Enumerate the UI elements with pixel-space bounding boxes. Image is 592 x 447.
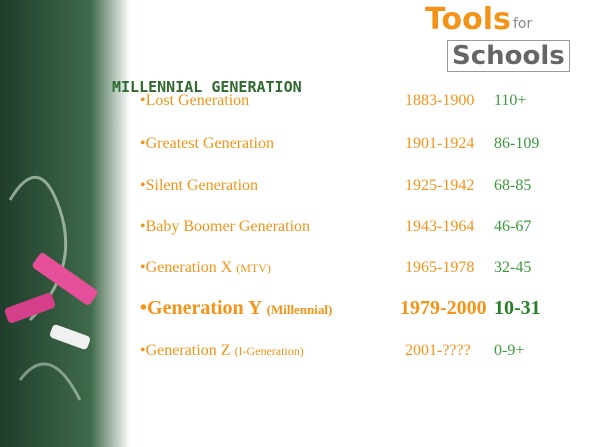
logo-top: Tools [425,2,511,37]
generation-name: Greatest Generation [140,135,274,153]
ages: 46-67 [494,218,531,236]
name-text: Baby Boomer Generation [146,218,310,235]
ages: 32-45 [494,259,531,277]
generation-name: Generation Z (I-Generation) [140,342,304,360]
birth-years: 1979-2000 [400,297,487,320]
ages: 110+ [494,92,526,110]
generation-name: Lost Generation [140,92,249,110]
birth-years: 2001-???? [405,342,471,360]
chalkboard-decoration [0,0,130,447]
birth-years: 1943-1964 [405,218,474,236]
generation-row: Generation Y (Millennial) 1979-2000 10-31 [140,297,592,321]
ages: 68-85 [494,177,531,195]
generation-name: Generation X (MTV) [140,259,271,277]
logo-bottom: Schools [447,40,570,72]
generation-row: Generation X (MTV) 1965-1978 32-45 [140,259,592,283]
ages: 0-9+ [494,342,524,360]
birth-years: 1901-1924 [405,135,474,153]
birth-years: 1883-1900 [405,92,474,110]
generation-name: Generation Y (Millennial) [140,297,332,320]
generation-row: Baby Boomer Generation 1943-1964 46-67 [140,218,592,242]
name-text: Greatest Generation [146,135,274,152]
birth-years: 1965-1978 [405,259,474,277]
generation-row: Lost Generation 1883-1900 110+ [140,92,592,116]
name-text: Generation X [146,259,233,276]
ages: 86-109 [494,135,539,153]
slide: MILLENNIAL GENERATION Tools for Schools … [0,0,592,447]
name-note: (MTV) [236,261,271,275]
name-text: Generation Z [146,342,231,359]
name-text: Generation Y [147,297,262,319]
name-text: Silent Generation [146,177,258,194]
birth-years: 1925-1942 [405,177,474,195]
generation-row: Generation Z (I-Generation) 2001-???? 0-9+ [140,342,592,366]
generation-name: Baby Boomer Generation [140,218,310,236]
name-note: (I-Generation) [234,344,303,358]
generation-name: Silent Generation [140,177,258,195]
generation-row: Greatest Generation 1901-1924 86-109 [140,135,592,159]
ages: 10-31 [494,297,541,320]
generation-row: Silent Generation 1925-1942 68-85 [140,177,592,201]
logo-small: for [513,16,532,32]
name-note: (Millennial) [267,302,333,317]
name-text: Lost Generation [146,92,250,109]
